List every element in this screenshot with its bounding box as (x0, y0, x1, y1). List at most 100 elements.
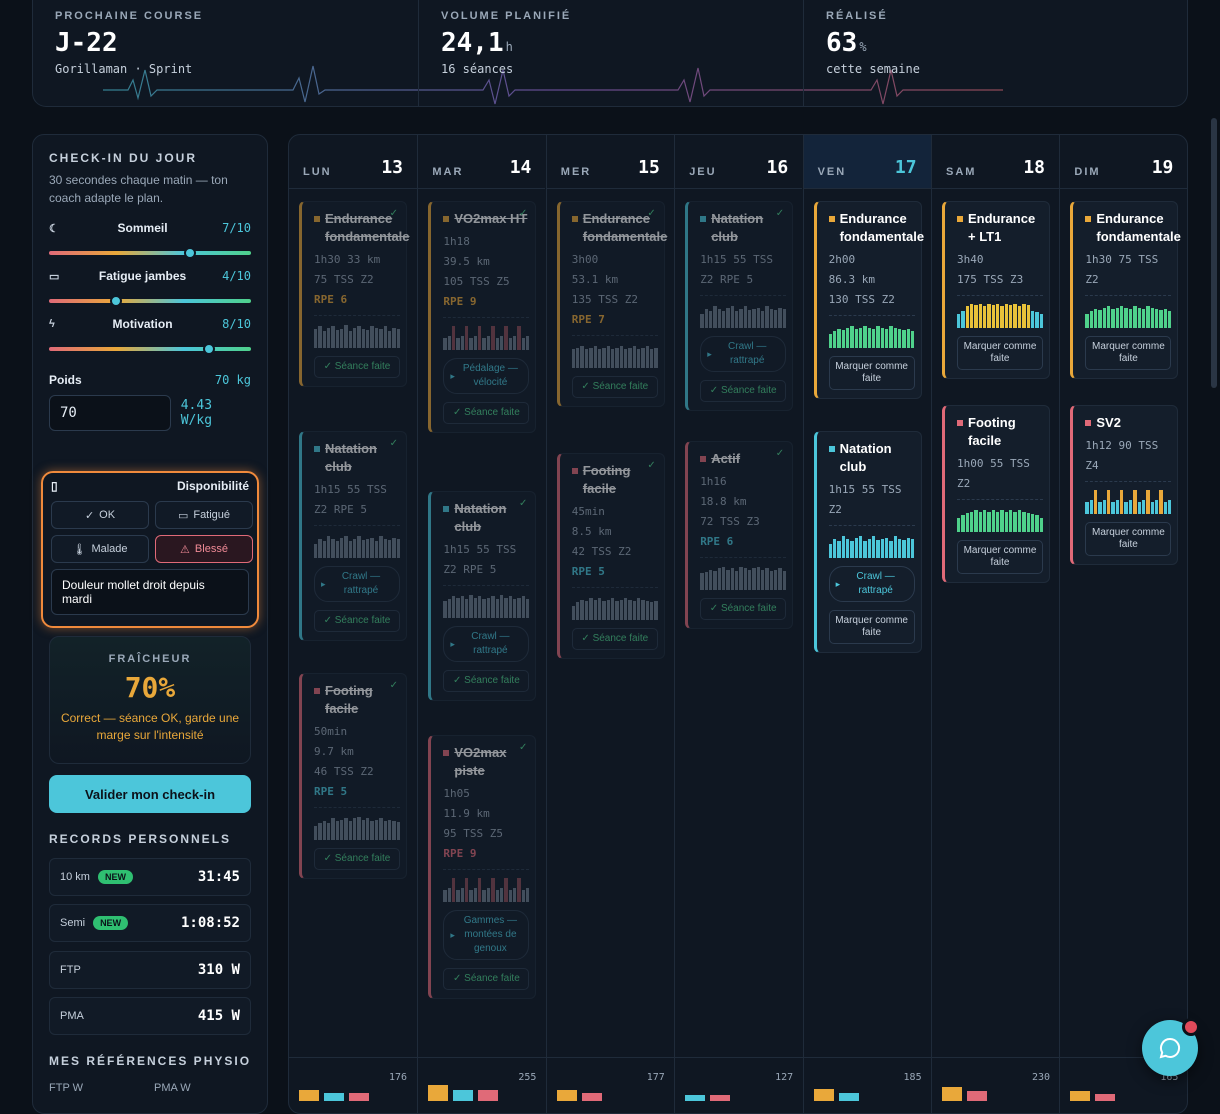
profile-bar (898, 328, 902, 348)
chat-button[interactable] (1142, 1018, 1200, 1076)
profile-bar (525, 335, 530, 350)
profile-bar (700, 573, 704, 590)
session-card[interactable]: Natation club✓ 1h15 55 TSS Z2 RPE 5 Crawl —… (685, 201, 794, 411)
mark-done-button[interactable]: Marquer comme faite (957, 336, 1043, 370)
session-done-button[interactable]: ✓ Séance faite (571, 628, 658, 650)
day-column-mar: MAR 14 VO2max HT ✓ 1h18 39.5 km 105 TSS Z5 RPE … (417, 135, 547, 1113)
session-profile-chart (828, 534, 915, 558)
drill-pill[interactable]: Gammes — montées de genoux (443, 910, 530, 960)
session-card[interactable]: Footing facile 1h00 55 TSS Z2 Marquer comme… (942, 405, 1050, 583)
day-total-tss: 185 (903, 1072, 922, 1083)
record-pma[interactable]: PMA 415 W (49, 996, 251, 1035)
slider-knob[interactable] (184, 247, 197, 259)
record-semi[interactable]: Semi NEW 1:08:52 (49, 904, 251, 943)
profile-bar (987, 511, 991, 532)
session-detail: Z2 RPE 5 (700, 273, 754, 286)
profile-bar (761, 569, 765, 590)
day-date: 16 (766, 157, 789, 178)
profile-bar (1146, 490, 1150, 514)
profile-bar (576, 602, 580, 620)
mark-done-button[interactable]: Marquer comme faite (828, 356, 915, 390)
profile-bar (1085, 502, 1089, 514)
poids-input[interactable]: 70 (49, 395, 171, 431)
profile-bar (619, 599, 623, 620)
session-done-button[interactable]: ✓ Séance faite (314, 610, 400, 632)
drill-pill[interactable]: Crawl — rattrapé (700, 336, 787, 372)
profile-bar (584, 600, 589, 620)
profile-bar (322, 820, 327, 840)
session-done-button[interactable]: ✓ Séance faite (443, 670, 530, 692)
session-card[interactable]: Actif ✓ 1h16 18.8 km 72 TSS Z3 RPE 6 ✓ Séance … (685, 441, 794, 629)
profile-bar (1098, 502, 1102, 514)
profile-bar (443, 601, 447, 618)
session-card[interactable]: Endurance fondamentale ✓ 1h30 33 km 75 TSS … (299, 201, 410, 387)
session-done-button[interactable]: ✓ Séance faite (700, 598, 787, 620)
slider-sommeil[interactable]: ☾ Sommeil 7/10 (49, 221, 251, 259)
session-card[interactable]: Endurance fondamentale 2h00 86.3 km 130 TSS… (813, 201, 924, 399)
record-ftp[interactable]: FTP 310 W (49, 950, 251, 989)
scrollbar[interactable] (1211, 118, 1217, 388)
session-title: Endurance fondamentale (1085, 210, 1181, 246)
profile-bar (645, 346, 649, 368)
profile-bar (615, 600, 619, 620)
profile-bar (357, 536, 361, 558)
profile-bar (1124, 307, 1128, 328)
profile-bar (1133, 306, 1137, 328)
slider-knob[interactable] (202, 343, 215, 355)
mark-done-button[interactable]: Marquer comme faite (1085, 336, 1172, 370)
slider-track[interactable] (49, 247, 251, 259)
session-card[interactable]: VO2max HT✓ 1h18 39.5 km 105 TSS Z5 RPE 9 Péda… (428, 201, 537, 433)
session-done-button[interactable]: ✓ Séance faite (571, 376, 658, 398)
dispo-ok-button[interactable]: ✓ OK (51, 501, 149, 529)
slider-knob[interactable] (109, 295, 122, 307)
profile-bar (1022, 304, 1026, 328)
profile-bar (845, 327, 850, 348)
session-done-button[interactable]: ✓ Séance faite (314, 356, 400, 378)
mark-done-button[interactable]: Marquer comme faite (1085, 522, 1172, 556)
record-10km[interactable]: 10 km NEW 31:45 (49, 858, 251, 896)
slider-motivation[interactable]: ϟ Motivation 8/10 (49, 317, 251, 355)
profile-bar (374, 819, 379, 840)
dispo-note-textarea[interactable]: Douleur mollet droit depuis mardi (51, 569, 249, 615)
drill-pill[interactable]: Pédalage — vélocité (443, 358, 530, 394)
profile-bar (478, 596, 482, 618)
session-profile-chart (314, 324, 400, 348)
session-card[interactable]: VO2max piste✓ 1h05 11.9 km 95 TSS Z5 RPE 9 Ga… (428, 735, 537, 999)
session-card[interactable]: Natation club✓ 1h15 55 TSS Z2 RPE 5 Crawl —… (299, 431, 407, 641)
mark-done-button[interactable]: Marquer comme faite (828, 610, 915, 644)
profile-bar (353, 538, 357, 558)
session-done-button[interactable]: ✓ Séance faite (700, 380, 787, 402)
dispo-blesse-button[interactable]: ⚠ Blessé (155, 535, 253, 563)
profile-bar (465, 598, 469, 618)
record-label: 10 km (60, 871, 90, 883)
session-card[interactable]: Natation club✓ 1h15 55 TSS Z2 RPE 5 Crawl —… (428, 491, 537, 701)
drill-pill[interactable]: Crawl — rattrapé (314, 566, 400, 602)
drill-pill[interactable]: Crawl — rattrapé (828, 566, 915, 602)
profile-bar (387, 819, 392, 840)
dispo-fatigue-button[interactable]: ▭ Fatigué (155, 501, 253, 529)
session-card[interactable]: Endurance fondamentale 1h30 75 TSS Z2 Marqu… (1070, 201, 1181, 379)
validate-checkin-button[interactable]: Valider mon check-in (49, 775, 251, 813)
session-done-button[interactable]: ✓ Séance faite (443, 402, 530, 424)
session-card[interactable]: Endurance fondamentale ✓ 3h00 53.1 km 135 TS… (556, 201, 667, 407)
drill-pill[interactable]: Crawl — rattrapé (443, 626, 530, 662)
session-card[interactable]: SV2 1h12 90 TSS Z4 Marquer comme faite (1070, 405, 1179, 565)
dispo-malade-button[interactable]: 🌡 Malade (51, 535, 149, 563)
slider-track[interactable] (49, 295, 251, 307)
slider-fatigue-jambes[interactable]: ▭ Fatigue jambes 4/10 (49, 269, 251, 307)
profile-bar (504, 326, 508, 350)
profile-bar (885, 328, 889, 348)
session-done-button[interactable]: ✓ Séance faite (314, 848, 400, 870)
profile-bar (314, 328, 318, 348)
session-done-button[interactable]: ✓ Séance faite (443, 968, 530, 990)
session-card[interactable]: Footing facile ✓ 50min 9.7 km 46 TSS Z2 RPE 5… (299, 673, 407, 879)
session-card[interactable]: Endurance + LT1 3h40 175 TSS Z3 Marquer com… (942, 201, 1050, 379)
slider-track[interactable] (49, 343, 251, 355)
profile-bar (632, 600, 636, 620)
slider-label: Sommeil (117, 221, 168, 235)
session-card[interactable]: Footing facile ✓ 45min 8.5 km 42 TSS Z2 RPE 5… (556, 453, 665, 659)
mark-done-button[interactable]: Marquer comme faite (957, 540, 1043, 574)
session-card[interactable]: Natation club 1h15 55 TSS Z2 Crawl — rattra… (813, 431, 922, 653)
profile-bar (1004, 304, 1009, 328)
